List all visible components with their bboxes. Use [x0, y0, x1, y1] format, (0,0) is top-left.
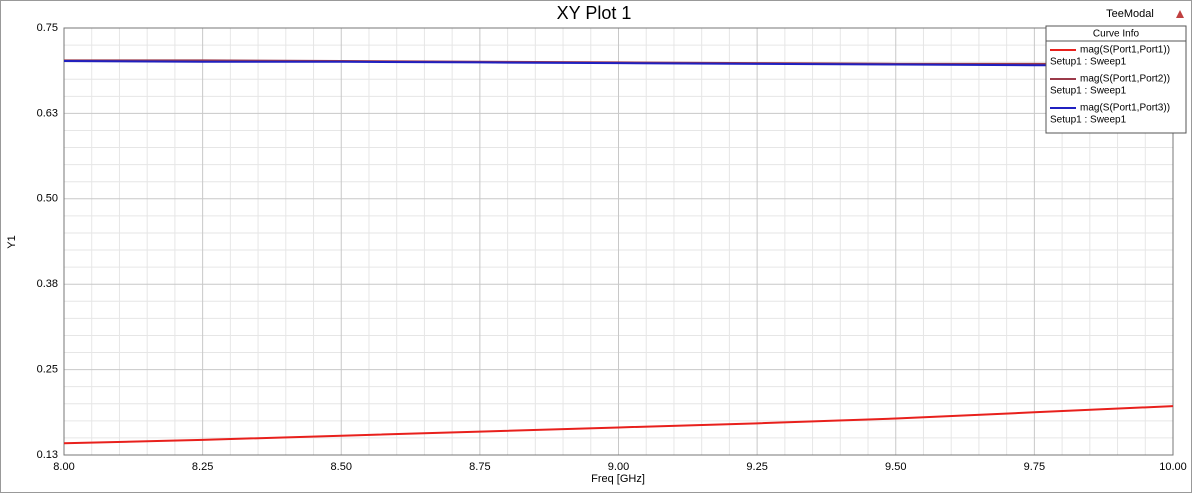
x-tick-label: 10.00: [1159, 461, 1187, 473]
chart-title: XY Plot 1: [557, 3, 632, 23]
legend-setup: Setup1 : Sweep1: [1050, 86, 1127, 97]
legend-label: mag(S(Port1,Port1)): [1080, 45, 1170, 56]
grid: [63, 27, 1174, 456]
project-icon: [1176, 10, 1184, 18]
x-tick-label: 9.50: [885, 461, 906, 473]
y-tick-label: 0.38: [37, 278, 58, 290]
y-tick-label: 0.75: [37, 22, 58, 34]
y-axis-label: Y1: [6, 235, 18, 248]
y-tick-label: 0.50: [37, 193, 58, 205]
x-tick-label: 8.00: [53, 461, 74, 473]
legend-label: mag(S(Port1,Port2)): [1080, 74, 1170, 85]
y-tick-label: 0.63: [37, 107, 58, 119]
series-line: [63, 60, 1173, 67]
x-tick-label: 9.00: [608, 461, 629, 473]
legend-title: Curve Info: [1093, 29, 1140, 40]
legend-label: mag(S(Port1,Port3)): [1080, 103, 1170, 114]
project-name: TeeModal: [1106, 8, 1154, 20]
x-tick-label: 9.25: [746, 461, 767, 473]
x-tick-label: 8.25: [192, 461, 213, 473]
series-line: [63, 405, 1174, 445]
y-tick-label: 0.25: [37, 364, 58, 376]
legend-setup: Setup1 : Sweep1: [1050, 115, 1127, 126]
x-tick-label: 8.50: [331, 461, 352, 473]
x-tick-label: 8.75: [469, 461, 490, 473]
legend-setup: Setup1 : Sweep1: [1050, 57, 1127, 68]
x-tick-label: 9.75: [1024, 461, 1045, 473]
plot-border: [63, 27, 1174, 456]
x-axis-label: Freq [GHz]: [591, 473, 645, 485]
y-tick-label: 0.13: [37, 449, 58, 461]
